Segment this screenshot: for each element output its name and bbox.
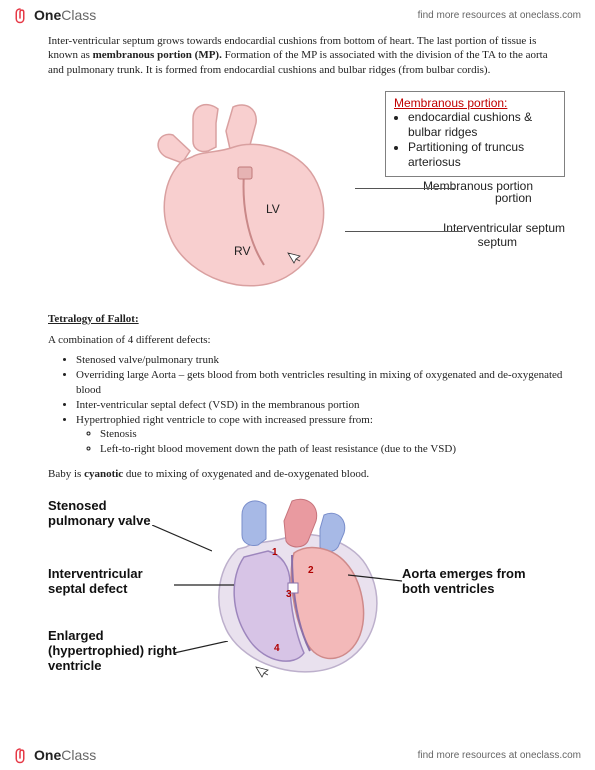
svg-text:3: 3 [286,589,292,600]
page-header: OneClass find more resources at oneclass… [0,0,595,30]
svg-text:1: 1 [272,547,278,558]
leader-aorta [348,571,402,585]
label-stenosed: Stenosed pulmonary valve [48,499,158,529]
baby-c: due to mixing of oxygenated and de-oxyge… [123,468,369,480]
mp-box-title: Membranous portion: [394,96,558,110]
leader-enlarged [174,641,228,655]
mp-box-item-1: endocardial cushions & bulbar ridges [408,110,558,140]
intro-paragraph: Inter-ventricular septum grows towards e… [48,34,565,77]
logo-text-footer: OneClass [34,747,96,763]
defect-4-sub-2: Left-to-right blood movement down the pa… [100,442,565,457]
combo-lead: A combination of 4 different defects: [48,333,565,347]
page-footer: OneClass find more resources at oneclass… [0,740,595,770]
mp-info-box: Membranous portion: endocardial cushions… [385,91,565,177]
leader-mp [355,188,455,189]
baby-b: cyanotic [84,468,123,480]
logo-text: OneClass [34,7,96,23]
svg-text:2: 2 [308,565,314,576]
logo: OneClass [14,6,96,24]
leader-ivsd [174,579,234,593]
defect-2: Overriding large Aorta – gets blood from… [76,368,565,398]
resource-link-bottom[interactable]: find more resources at oneclass.com [418,750,581,761]
logo-footer: OneClass [14,746,96,764]
label-ivsd: Interventricular septal defect [48,567,176,597]
baby-a: Baby is [48,468,84,480]
leader-ivs [345,231,463,232]
intro-text-b: membranous portion (MP). [93,49,222,61]
lv-label: LV [266,202,280,216]
defect-4-sub-1: Stenosis [100,427,565,442]
paperclip-icon [14,746,32,764]
diagram-membranous-portion: LV RV Membranous portion: endocardial cu… [48,91,565,297]
leader-stenosed [152,525,212,555]
heart-svg-1: LV RV [138,101,348,301]
mp-box-item-2: Partitioning of truncus arteriosus [408,140,558,170]
label-enlarged: Enlarged (hypertrophied) right ventricle [48,629,188,674]
resource-link-top[interactable]: find more resources at oneclass.com [418,10,581,21]
section-title-tetralogy: Tetralogy of Fallot: [48,313,565,325]
baby-line: Baby is cyanotic due to mixing of oxygen… [48,467,565,481]
defect-list: Stenosed valve/pulmonary trunk Overridin… [76,353,565,457]
paperclip-icon [14,6,32,24]
defect-4-sub: Stenosis Left-to-right blood movement do… [100,427,565,457]
defect-1: Stenosed valve/pulmonary trunk [76,353,565,368]
diagram-tetralogy: 1 2 3 4 Stenosed pulmonary valve Interve… [48,493,565,683]
defect-3: Inter-ventricular septal defect (VSD) in… [76,398,565,413]
svg-text:4: 4 [274,643,280,654]
page-content: Inter-ventricular septum grows towards e… [48,34,565,736]
label-ivs: Interventricular septum [443,221,565,235]
rv-label: RV [234,244,250,258]
label-aorta: Aorta emerges from both ventricles [402,567,542,597]
defect-4: Hypertrophied right ventricle to cope wi… [76,413,565,428]
